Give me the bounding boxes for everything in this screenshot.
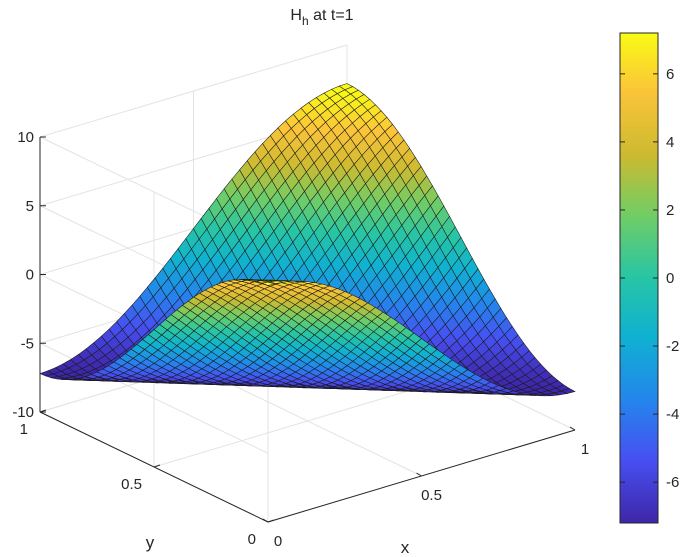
y-axis-label: y [146,533,155,552]
colorbar [619,32,659,524]
y-tick-mark [153,464,161,468]
colorbar-ticks: -6 -4 -2 0 2 4 6 [620,66,679,491]
surface-plot [39,83,576,397]
colorbar-tick-label: 0 [666,270,674,287]
y-tick-label: 0 [248,531,256,548]
colorbar-tick-label: -2 [666,338,679,355]
colorbar-tick-label: -6 [666,474,679,491]
y-tick-label: 1 [20,421,28,438]
colorbar-tick-label: 4 [666,134,674,151]
colorbar-tick-label: -4 [666,406,679,423]
x-tick-mark [262,518,269,523]
z-axis-ticks: -10 -5 0 5 10 [12,129,46,421]
y-tick-label: 0.5 [121,476,142,493]
chart-title: Hh at t=1 [290,7,353,28]
colorbar-tick-label: 6 [666,66,674,83]
z-tick-label: 5 [26,198,34,215]
z-tick-label: -10 [12,404,34,421]
z-tick-label: 10 [17,129,34,146]
x-tick-label: 0 [274,533,282,550]
title-subscript: h [302,14,309,28]
x-tick-mark [416,472,422,477]
x-axis-label: x [401,538,410,557]
x-axis-ticks: 00.51 [262,426,589,550]
z-tick-label: 0 [26,267,34,284]
z-tick-label: -5 [21,335,34,352]
colorbar-tick-label: 2 [666,202,674,219]
y-axis-ticks: 00.51 [20,409,275,548]
x-tick-label: 0.5 [421,487,442,504]
x-tick-label: 1 [581,441,589,458]
y-tick-mark [39,409,47,413]
y-tick-mark [267,519,275,523]
title-main: H [290,7,302,24]
title-rest: at t=1 [309,7,354,24]
x-tick-mark [569,426,576,431]
surface-patch [560,388,576,394]
